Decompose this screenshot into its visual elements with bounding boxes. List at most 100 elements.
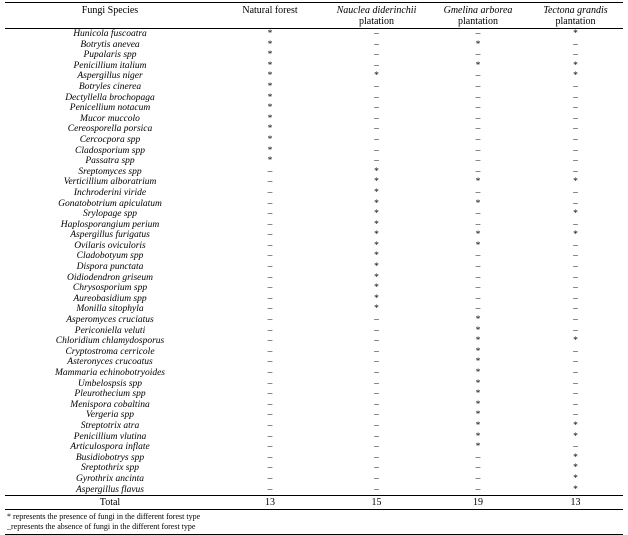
species-row: Passatra spp * – – – — [5, 156, 623, 167]
species-name: Asteronyces crucoatus — [67, 357, 153, 368]
absence-mark: – — [374, 134, 379, 145]
absence-mark: – — [475, 145, 481, 156]
absence-mark: – — [475, 124, 481, 135]
col-header-tectona: Tectona grandis plantation — [528, 2, 623, 29]
species-name: Dectyllella brochopaga — [65, 92, 155, 103]
footnote-presence: * represents the presence of fungi in th… — [7, 512, 201, 522]
species-name: Cladobotyum spp — [76, 251, 144, 262]
presence-mark: * — [374, 262, 379, 273]
species-name: Cereosporella porsica — [67, 124, 153, 135]
col-header-sublabel: platation — [359, 16, 394, 27]
presence-mark: * — [573, 177, 578, 188]
species-row: Streptotrix atra – – * * — [5, 421, 623, 432]
footnotes: * represents the presence of fungi in th… — [5, 512, 623, 535]
absence-mark: – — [374, 484, 379, 495]
absence-mark: – — [475, 103, 481, 114]
absence-mark: – — [374, 103, 379, 114]
absence-mark: – — [267, 262, 273, 273]
presence-mark: * — [267, 81, 273, 92]
absence-mark: – — [267, 378, 273, 389]
absence-mark: – — [374, 325, 379, 336]
presence-mark: * — [475, 389, 481, 400]
absence-mark: – — [374, 346, 379, 357]
species-name: Chloridium chlamydosporus — [55, 336, 165, 347]
absence-mark: – — [573, 219, 578, 230]
absence-mark: – — [475, 473, 481, 484]
presence-mark: * — [475, 325, 481, 336]
species-name: Penicillium vlutina — [73, 431, 147, 442]
presence-mark: * — [573, 463, 578, 474]
absence-mark: – — [475, 251, 481, 262]
species-row: Gyrothrix ancinta – – – * — [5, 474, 623, 485]
absence-mark: – — [475, 283, 481, 294]
species-name: Busidiobotrys spp — [75, 452, 145, 463]
absence-mark: – — [573, 39, 578, 50]
absence-mark: – — [374, 452, 379, 463]
col-header-label: Tectona grandis — [543, 5, 608, 16]
presence-mark: * — [267, 29, 273, 39]
absence-mark: – — [573, 346, 578, 357]
species-row: Aspergillus niger * * – * — [5, 71, 623, 82]
species-row: Cryptostroma cerricole – – * – — [5, 347, 623, 358]
species-row: Aspergillus furigatus – * * * — [5, 230, 623, 241]
absence-mark: – — [475, 81, 481, 92]
species-row: Mucor muccolo * – – – — [5, 114, 623, 125]
species-row: Periconiella veluti – – * – — [5, 326, 623, 337]
species-name: Penicillium italium — [73, 60, 147, 71]
table-footer: Total 13 15 19 13 — [5, 495, 623, 510]
absence-mark: – — [374, 39, 379, 50]
presence-mark: * — [374, 230, 379, 241]
species-name: Sreptomyces spp — [78, 166, 142, 177]
absence-mark: – — [573, 134, 578, 145]
species-name: Penicellium notacum — [69, 103, 151, 114]
absence-mark: – — [267, 431, 273, 442]
absence-mark: – — [573, 315, 578, 326]
presence-mark: * — [374, 219, 379, 230]
absence-mark: – — [475, 262, 481, 273]
species-row: Asteronyces crucoatus – – * – — [5, 357, 623, 368]
absence-mark: – — [573, 410, 578, 421]
absence-mark: – — [267, 463, 273, 474]
absence-mark: – — [573, 272, 578, 283]
absence-mark: – — [374, 410, 379, 421]
absence-mark: – — [475, 219, 481, 230]
absence-mark: – — [475, 92, 481, 103]
absence-mark: – — [374, 336, 379, 347]
species-name: Chrysosporium spp — [72, 283, 148, 294]
presence-mark: * — [573, 452, 578, 463]
species-name: Asperomyces cruciatus — [66, 315, 154, 326]
species-row: Dispora punctata – * – – — [5, 262, 623, 273]
species-name: Mammaria echinobotryoides — [54, 368, 166, 378]
absence-mark: – — [475, 484, 481, 495]
presence-mark: * — [267, 39, 273, 50]
absence-mark: – — [267, 410, 273, 421]
species-name: Aspergillus flavus — [76, 484, 144, 495]
col-header-fungi-species: Fungi Species — [5, 2, 215, 29]
species-name: Streptotrix atra — [80, 420, 140, 431]
total-row: Total 13 15 19 13 — [5, 495, 623, 510]
presence-mark: * — [374, 209, 379, 220]
absence-mark: – — [573, 81, 578, 92]
species-name: Aspergillus furigatus — [70, 230, 150, 241]
species-name: Periconiella veluti — [74, 325, 146, 336]
presence-mark: * — [267, 50, 273, 61]
species-row: Ovilaris oviculoris – * * – — [5, 241, 623, 252]
absence-mark: – — [573, 304, 578, 315]
presence-mark: * — [374, 251, 379, 262]
absence-mark: – — [573, 50, 578, 61]
absence-mark: – — [475, 187, 481, 198]
absence-mark: – — [374, 113, 379, 124]
presence-mark: * — [475, 177, 481, 188]
species-row: Chrysosporium spp – * – – — [5, 283, 623, 294]
absence-mark: – — [267, 272, 273, 283]
absence-mark: – — [267, 251, 273, 262]
species-row: Cercocpora spp * – – – — [5, 135, 623, 146]
absence-mark: – — [267, 325, 273, 336]
presence-mark: * — [475, 60, 481, 71]
absence-mark: – — [374, 399, 379, 410]
absence-mark: – — [374, 145, 379, 156]
absence-mark: – — [475, 50, 481, 61]
presence-mark: * — [267, 60, 273, 71]
total-nauclea-plantation: 15 — [325, 495, 428, 510]
species-row: Verticillium alboratrium – * * * — [5, 177, 623, 188]
